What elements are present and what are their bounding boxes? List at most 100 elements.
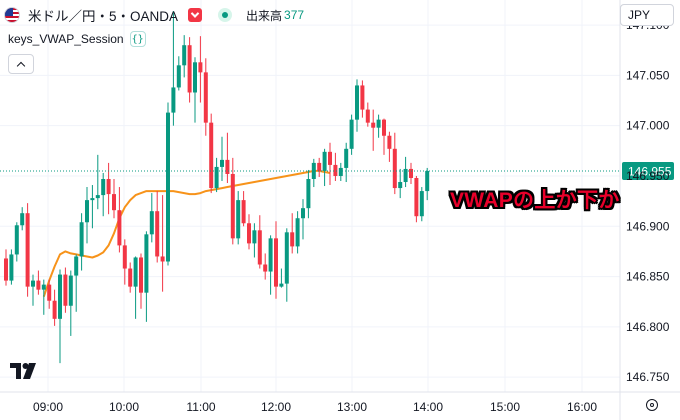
candle-body: [144, 234, 149, 293]
price-tick-label: 146.750: [626, 370, 670, 384]
candle-body: [90, 198, 95, 201]
candle-body: [284, 232, 289, 284]
candle-body: [20, 213, 25, 226]
candle-body: [263, 264, 268, 272]
candle-body: [160, 256, 165, 262]
candle-body: [387, 135, 392, 149]
candle-body: [182, 45, 187, 66]
volume-value: 377: [284, 8, 305, 22]
price-tick-label: 146.900: [626, 219, 670, 233]
candle-body: [403, 168, 408, 183]
market-status-icon[interactable]: [188, 8, 203, 22]
last-price-badge: [622, 161, 674, 180]
time-tick-label: 14:00: [413, 400, 443, 414]
candle-body: [311, 162, 316, 179]
settings-gear-icon[interactable]: [646, 399, 658, 411]
candle-body: [171, 87, 176, 113]
candle-body: [241, 200, 246, 224]
symbol-title[interactable]: 米ドル／円・5・OANDA: [28, 9, 179, 24]
indicator-name[interactable]: keys_VWAP_Session: [8, 32, 124, 46]
candle-body: [31, 280, 35, 287]
annotation-text: VWAPの上か下か: [450, 189, 620, 212]
time-axis[interactable]: 09:00 10:00 11:00 12:00 13:00 14:00 15:00 16:00: [33, 400, 597, 414]
candle-body: [225, 159, 230, 174]
currency-selector[interactable]: JPY: [620, 4, 674, 26]
candle-body: [220, 159, 224, 167]
price-tick-label: 147.000: [626, 119, 670, 133]
candle-body: [317, 162, 322, 171]
candle-body: [58, 274, 62, 319]
candle-body: [306, 178, 311, 209]
candle-body: [63, 274, 68, 306]
candle-body: [301, 208, 305, 219]
collapse-legend-button[interactable]: [8, 54, 34, 74]
candle-body: [236, 200, 241, 239]
candle-body: [322, 151, 327, 171]
candle-body: [198, 62, 203, 73]
candle-body: [47, 284, 52, 301]
candle-body: [392, 148, 397, 189]
vwap-line-layer: [42, 169, 331, 298]
candle-body: [106, 178, 111, 195]
candle-body: [209, 122, 214, 189]
price-tick-label: 146.950: [626, 169, 670, 183]
candle-body: [349, 119, 354, 149]
candle-body: [290, 232, 295, 247]
candle-body: [149, 211, 154, 235]
candle-body: [155, 211, 160, 257]
candle-body: [376, 119, 381, 128]
candle-body: [252, 230, 257, 244]
candle-body: [203, 72, 208, 123]
candle-body: [230, 173, 235, 239]
candle-body: [187, 45, 192, 93]
candle-body: [214, 166, 219, 189]
vwap-line: [42, 169, 331, 298]
chevron-up-icon: [16, 61, 26, 70]
candle-body: [355, 85, 359, 120]
candle-body: [79, 222, 84, 257]
candle-body: [74, 256, 79, 276]
candle-body: [338, 167, 343, 176]
candle-body: [4, 258, 8, 281]
candle-body: [257, 230, 262, 265]
last-price-label: 146.955: [628, 164, 672, 178]
volume-label: 出来高: [246, 8, 283, 23]
candle-body: [360, 85, 365, 110]
candle-body: [68, 275, 73, 306]
candle-body: [122, 245, 127, 269]
candle-body: [193, 62, 197, 93]
candle-body: [41, 284, 46, 290]
source-code-icon[interactable]: {}: [129, 31, 146, 47]
candle-body: [247, 223, 251, 244]
time-tick-label: 11:00: [186, 400, 215, 414]
time-tick-label: 09:00: [33, 400, 63, 414]
candle-body: [365, 109, 370, 123]
candle-body: [268, 238, 273, 272]
candle-body: [414, 177, 419, 217]
candle-body: [344, 148, 349, 168]
time-tick-label: 16:00: [567, 400, 597, 414]
candle-body: [128, 268, 133, 287]
candle-body: [133, 257, 138, 287]
tradingview-logo-icon[interactable]: [10, 362, 42, 380]
candle-body: [139, 257, 143, 293]
candle-body: [9, 254, 14, 281]
time-tick-label: 13:00: [337, 400, 367, 414]
indicator-legend[interactable]: keys_VWAP_Session {}: [8, 30, 146, 48]
candle-body: [112, 194, 116, 211]
candle-body: [295, 218, 300, 247]
candle-body: [14, 225, 19, 255]
candle-body: [333, 164, 338, 176]
candle-body: [398, 182, 403, 189]
us-flag-icon: [4, 7, 20, 23]
candle-series: [4, 10, 430, 364]
price-tick-label: 146.850: [626, 270, 670, 284]
candle-body: [279, 283, 284, 287]
live-indicator-icon: [218, 8, 233, 22]
candle-body: [419, 191, 424, 217]
candle-body: [382, 119, 386, 136]
candle-body: [25, 213, 30, 287]
candle-body: [85, 200, 89, 223]
